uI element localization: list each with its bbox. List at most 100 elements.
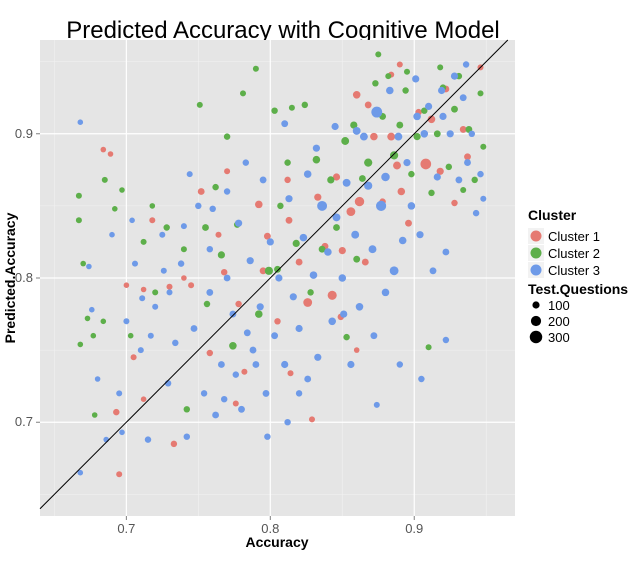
- data-point: [284, 159, 291, 166]
- data-point: [408, 170, 415, 178]
- data-point: [89, 306, 95, 313]
- data-point: [355, 303, 364, 311]
- data-point: [341, 137, 350, 145]
- data-point: [342, 178, 351, 187]
- data-point: [144, 436, 152, 443]
- data-point: [223, 274, 231, 282]
- data-point: [223, 188, 231, 195]
- data-point: [359, 132, 368, 141]
- data-point: [353, 255, 361, 263]
- data-point: [107, 151, 114, 157]
- data-point: [416, 231, 424, 239]
- data-point: [437, 64, 444, 71]
- data-point: [139, 295, 146, 302]
- data-points: [75, 51, 487, 478]
- data-point: [212, 183, 219, 191]
- data-point: [386, 86, 394, 95]
- data-point: [109, 231, 115, 238]
- data-point: [303, 298, 313, 307]
- size-legend-title: Test.Questions: [528, 281, 628, 297]
- legend-size-label: 300: [548, 330, 570, 345]
- data-point: [459, 94, 467, 102]
- data-point: [229, 342, 237, 350]
- data-point: [307, 289, 314, 296]
- data-point: [119, 429, 125, 436]
- data-point: [166, 289, 173, 296]
- data-point: [246, 257, 254, 265]
- data-point: [183, 433, 191, 440]
- data-point: [183, 406, 191, 413]
- data-point: [429, 267, 437, 275]
- data-point: [304, 375, 312, 383]
- legend-size-label: 200: [548, 314, 570, 329]
- legend-entry-label: Cluster 3: [548, 263, 600, 278]
- y-tick-label: 0.8: [15, 270, 33, 285]
- data-point: [255, 310, 263, 318]
- data-point: [287, 370, 294, 377]
- data-point: [312, 144, 320, 152]
- data-point: [172, 339, 179, 347]
- data-point: [331, 122, 339, 131]
- data-point: [252, 361, 260, 368]
- data-point: [166, 283, 173, 290]
- data-point: [385, 73, 392, 80]
- data-point: [376, 200, 387, 211]
- data-point: [333, 224, 340, 231]
- data-point: [403, 159, 411, 167]
- data-point: [460, 186, 467, 194]
- data-point: [361, 258, 369, 266]
- data-point: [471, 176, 478, 184]
- legend-entry-label: Cluster 1: [548, 229, 600, 244]
- data-point: [217, 361, 225, 368]
- data-point: [264, 433, 271, 440]
- legend-color-swatch: [530, 247, 542, 259]
- data-point: [477, 170, 484, 178]
- data-point: [84, 315, 91, 322]
- data-point: [232, 400, 239, 407]
- data-point: [149, 217, 156, 224]
- data-point: [127, 332, 134, 339]
- data-point: [314, 353, 322, 361]
- data-point: [393, 161, 401, 170]
- x-tick-label: 0.7: [117, 521, 135, 536]
- data-point: [206, 288, 214, 296]
- data-point: [177, 260, 185, 267]
- data-point: [433, 130, 441, 138]
- y-tick-label: 0.7: [15, 414, 33, 429]
- data-point: [318, 245, 326, 253]
- data-point: [352, 126, 361, 135]
- data-point: [77, 341, 84, 348]
- data-point: [390, 151, 399, 160]
- data-point: [288, 104, 295, 111]
- data-point: [480, 195, 487, 202]
- data-point: [131, 260, 139, 267]
- data-point: [442, 336, 450, 344]
- data-point: [397, 187, 406, 196]
- data-point: [301, 101, 309, 109]
- data-point: [140, 286, 147, 293]
- data-point: [428, 189, 435, 197]
- data-point: [338, 247, 346, 255]
- data-point: [295, 258, 303, 266]
- data-point: [152, 289, 159, 296]
- data-point: [180, 246, 187, 253]
- data-point: [427, 115, 436, 124]
- data-point: [436, 167, 444, 175]
- data-point: [350, 121, 358, 129]
- legend-size-swatch: [532, 301, 540, 309]
- data-point: [249, 346, 257, 354]
- data-point: [420, 158, 432, 170]
- data-point: [223, 133, 231, 140]
- data-point: [229, 310, 237, 318]
- data-point: [123, 318, 130, 325]
- color-legend-title: Cluster: [528, 207, 577, 223]
- data-point: [396, 121, 404, 129]
- data-point: [186, 171, 193, 178]
- data-point: [238, 405, 245, 413]
- data-point: [455, 176, 463, 184]
- data-point: [364, 101, 372, 109]
- data-point: [217, 251, 225, 259]
- data-point: [413, 112, 421, 121]
- data-point: [289, 293, 297, 301]
- data-point: [119, 187, 125, 193]
